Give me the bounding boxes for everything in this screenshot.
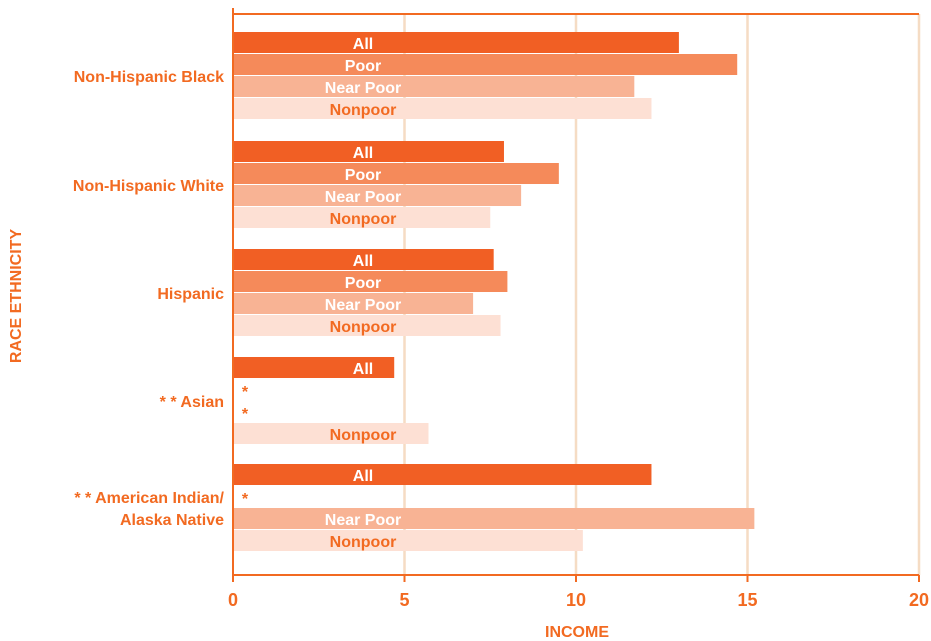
bar-label: All xyxy=(353,253,373,270)
bar xyxy=(234,271,508,292)
bar-label: Near Poor xyxy=(325,512,401,529)
bar-label: Poor xyxy=(345,58,381,75)
bar-label: Near Poor xyxy=(325,80,401,97)
axes: 0 5 10 15 20 xyxy=(228,8,929,610)
bar-label: All xyxy=(353,145,373,162)
x-tick-label: 10 xyxy=(566,590,586,610)
bar xyxy=(234,76,635,97)
bar-label: Near Poor xyxy=(325,297,401,314)
bar xyxy=(234,357,395,378)
bar-group: All Poor Near Poor Nonpoor xyxy=(234,141,559,228)
x-tick-label: 20 xyxy=(909,590,929,610)
bar-label: All xyxy=(353,36,373,53)
bar xyxy=(234,163,559,184)
bar-group: All * Near Poor Nonpoor xyxy=(234,464,755,551)
bar xyxy=(234,141,504,162)
bar-groups: All Poor Near Poor Nonpoor All Poor Near Poor N… xyxy=(234,32,755,551)
x-tick-label: 0 xyxy=(228,590,238,610)
bar xyxy=(234,54,738,75)
category-label: Hispanic xyxy=(157,286,224,303)
bar-group: All Poor Near Poor Nonpoor xyxy=(234,249,508,336)
bar-group: All * * Nonpoor xyxy=(234,357,429,444)
bar xyxy=(234,293,474,314)
bar-label: Nonpoor xyxy=(330,319,397,336)
bar xyxy=(234,508,755,529)
missing-data-marker: * xyxy=(242,384,249,401)
y-axis-title: RACE ETHNICITY xyxy=(8,229,25,364)
category-label: Non-Hispanic White xyxy=(73,178,224,195)
bar xyxy=(234,249,494,270)
bar-label: Nonpoor xyxy=(330,534,397,551)
bar xyxy=(234,530,583,551)
category-labels: Non-Hispanic Black Non-Hispanic White Hisp… xyxy=(73,69,225,529)
bar xyxy=(234,207,491,228)
bar-label: Poor xyxy=(345,275,381,292)
bar-label: Near Poor xyxy=(325,189,401,206)
category-label: Non-Hispanic Black xyxy=(74,69,224,86)
bar xyxy=(234,32,679,53)
missing-data-marker: * xyxy=(242,406,249,423)
bar-label: Nonpoor xyxy=(330,427,397,444)
category-label: * * Asian xyxy=(160,394,224,411)
category-label: Alaska Native xyxy=(120,512,224,529)
bar-group: All Poor Near Poor Nonpoor xyxy=(234,32,738,119)
bar xyxy=(234,464,652,485)
bar-label: Nonpoor xyxy=(330,102,397,119)
bar xyxy=(234,185,522,206)
x-axis-title: INCOME xyxy=(545,624,609,641)
bar-label: All xyxy=(353,468,373,485)
bar-label: Poor xyxy=(345,167,381,184)
x-tick-label: 15 xyxy=(737,590,757,610)
bar-label: Nonpoor xyxy=(330,211,397,228)
bar xyxy=(234,423,429,444)
bar-label: All xyxy=(353,361,373,378)
bar xyxy=(234,98,652,119)
category-label: * * American Indian/ xyxy=(74,490,224,507)
bar xyxy=(234,315,501,336)
x-tick-label: 5 xyxy=(399,590,409,610)
missing-data-marker: * xyxy=(242,491,249,508)
